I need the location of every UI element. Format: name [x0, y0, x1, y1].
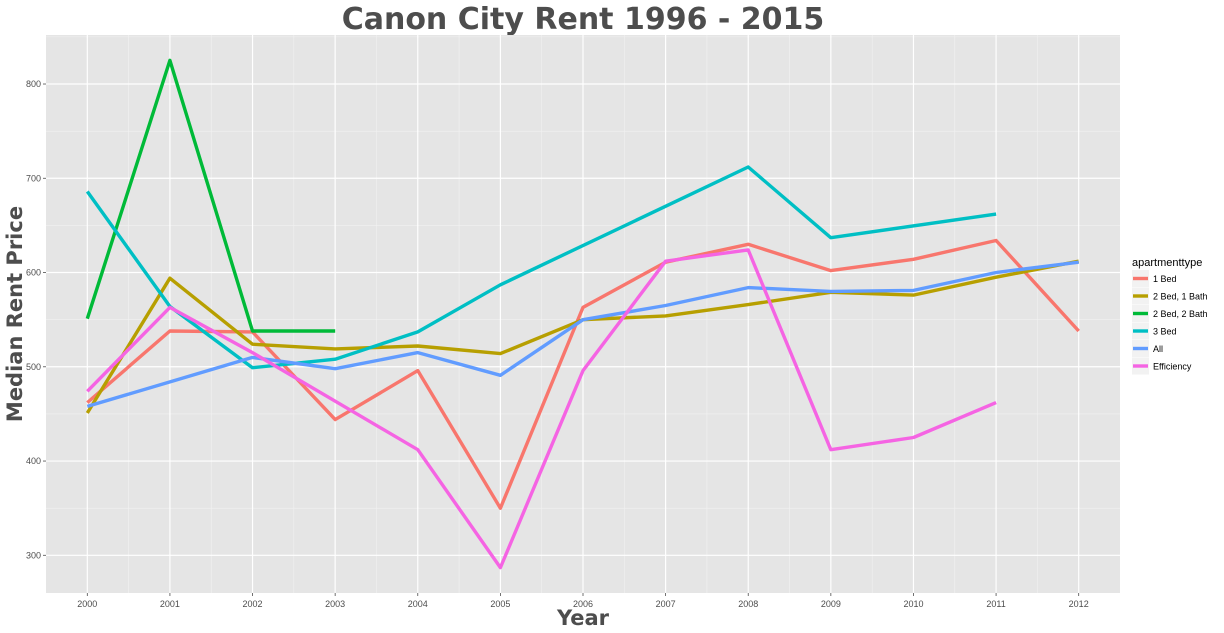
major-gridlines — [46, 35, 1120, 593]
y-tick-label: 400 — [26, 456, 41, 466]
legend-item-2-bed-1-bath: 2 Bed, 1 Bath — [1132, 287, 1208, 305]
x-tick-label: 2002 — [243, 599, 263, 609]
y-axis-ticks: 300 400 500 600 700 800 — [26, 79, 46, 560]
x-axis-ticks: 2000 2001 2002 2003 2004 2005 2006 2007 2008 2009… — [77, 593, 1089, 609]
legend-item-1-bed: 1 Bed — [1132, 270, 1177, 287]
legend-item-2-bed-2-bath: 2 Bed, 2 Bath — [1132, 305, 1208, 322]
legend-item-efficiency: Efficiency — [1132, 357, 1192, 375]
legend-label: 2 Bed, 2 Bath — [1153, 309, 1208, 319]
x-tick-label: 2006 — [573, 599, 593, 609]
y-tick-label: 700 — [26, 173, 41, 183]
x-tick-label: 2003 — [325, 599, 345, 609]
legend-title: apartmenttype — [1132, 257, 1202, 269]
x-tick-label: 2005 — [490, 599, 510, 609]
legend-label: 3 Bed — [1153, 327, 1177, 337]
legend: apartmenttype 1 Bed 2 Bed, 1 Bath 2 Bed, 2… — [1132, 257, 1208, 375]
legend-item-3-bed: 3 Bed — [1132, 322, 1177, 340]
legend-label: Efficiency — [1153, 362, 1192, 372]
x-axis-title: Year — [556, 606, 610, 630]
legend-item-all: All — [1132, 340, 1163, 357]
y-tick-label: 300 — [26, 550, 41, 560]
y-axis-title: Median Rent Price — [3, 206, 27, 422]
x-tick-label: 2011 — [986, 599, 1005, 609]
x-tick-label: 2009 — [821, 599, 841, 609]
series-line-all — [86, 260, 1079, 409]
y-tick-label: 800 — [26, 79, 41, 89]
legend-label: All — [1153, 344, 1163, 354]
y-tick-label: 600 — [26, 268, 41, 278]
series-line-3-bed — [85, 165, 997, 370]
series-lines — [85, 58, 1080, 570]
series-line-efficiency — [86, 248, 997, 570]
y-tick-label: 500 — [26, 362, 41, 372]
x-tick-label: 2008 — [738, 599, 758, 609]
chart-title: Canon City Rent 1996 - 2015 — [342, 2, 825, 37]
x-tick-label: 2000 — [77, 599, 97, 609]
legend-label: 2 Bed, 1 Bath — [1153, 292, 1208, 302]
x-tick-label: 2012 — [1069, 599, 1089, 609]
x-tick-label: 2010 — [903, 599, 923, 609]
x-tick-label: 2007 — [656, 599, 676, 609]
series-line-2-bed-2-bath — [85, 58, 336, 333]
legend-label: 1 Bed — [1153, 274, 1177, 284]
x-tick-label: 2001 — [160, 599, 180, 609]
x-tick-label: 2004 — [408, 599, 428, 609]
